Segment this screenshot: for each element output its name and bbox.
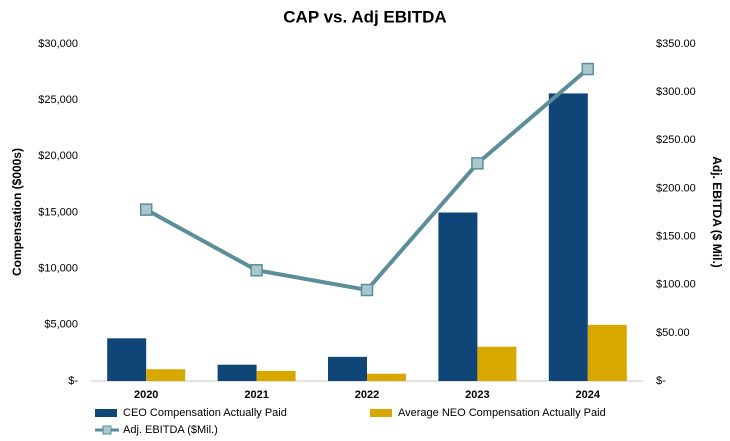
y2-axis-label: Adj. EBITDA ($ Mil.) xyxy=(710,156,724,268)
y-tick-label: $30,000 xyxy=(38,38,78,50)
marker xyxy=(581,62,595,76)
y-tick-label: $- xyxy=(68,375,78,387)
line xyxy=(145,67,590,293)
bar xyxy=(477,346,517,381)
x-tick-label: 2024 xyxy=(576,389,601,401)
legend-label: CEO Compensation Actually Paid xyxy=(123,407,287,419)
y2-tick-label: $150.00 xyxy=(656,230,696,242)
x-tick-label: 2022 xyxy=(355,389,379,401)
marker xyxy=(250,264,263,277)
y2-tick-label: $100.00 xyxy=(656,279,696,291)
y2-tick-label: $200.00 xyxy=(656,182,696,194)
y-tick-label: $5,000 xyxy=(44,319,78,331)
legend-label: Average NEO Compensation Actually Paid xyxy=(398,407,606,419)
marker xyxy=(471,157,484,170)
y2-tick-label: $250.00 xyxy=(656,134,696,146)
marker xyxy=(360,283,374,297)
y2-tick-label: $50.00 xyxy=(656,327,690,339)
bar xyxy=(146,369,186,381)
bar xyxy=(217,364,257,381)
y2-tick-label: $350.00 xyxy=(656,38,696,50)
y-axis-label: Compensation ($000s) xyxy=(10,148,24,276)
x-tick-label: 2021 xyxy=(244,389,268,401)
y-tick-label: $10,000 xyxy=(38,263,78,275)
legend-marker xyxy=(102,425,112,435)
bar xyxy=(367,373,406,381)
bar xyxy=(328,356,367,381)
bar xyxy=(587,324,627,381)
legend-swatch xyxy=(370,409,392,417)
y-tick-label: $25,000 xyxy=(38,94,78,106)
y-tick-label: $15,000 xyxy=(38,206,78,218)
y2-tick-label: $- xyxy=(656,375,666,387)
y2-tick-label: $300.00 xyxy=(656,86,696,98)
x-tick-label: 2023 xyxy=(465,389,489,401)
bar xyxy=(256,370,296,381)
legend-swatch xyxy=(95,409,117,417)
legend-label: Adj. EBITDA ($Mil.) xyxy=(123,424,218,436)
bar xyxy=(438,212,478,381)
x-tick-label: 2020 xyxy=(134,389,158,401)
marker xyxy=(139,203,153,216)
bar xyxy=(548,93,588,381)
bar xyxy=(107,338,147,381)
chart-title: CAP vs. Adj EBITDA xyxy=(283,7,446,26)
y-tick-label: $20,000 xyxy=(38,150,78,162)
